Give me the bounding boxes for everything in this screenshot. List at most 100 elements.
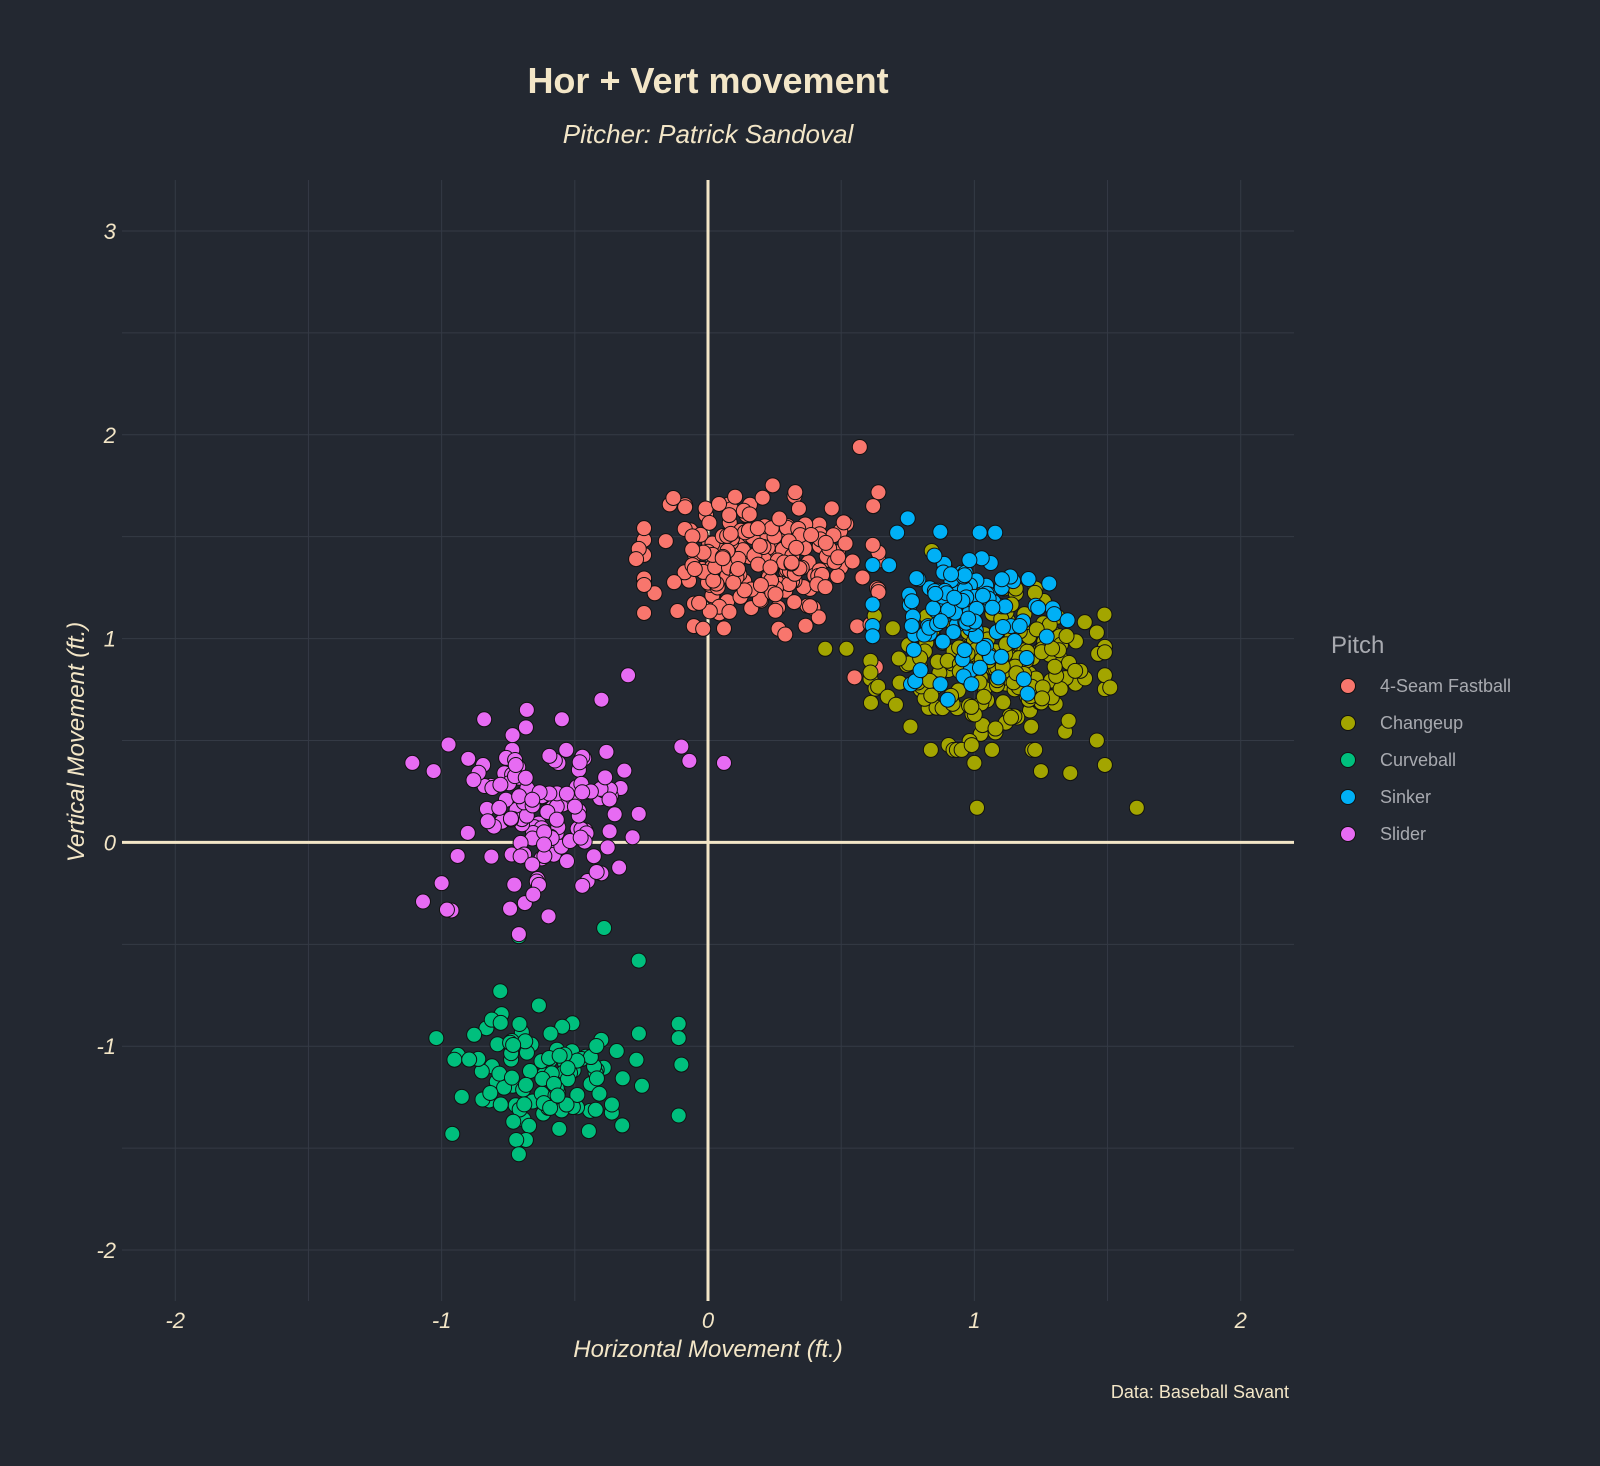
- data-point: [884, 620, 901, 637]
- data-point: [971, 524, 988, 541]
- data-point: [790, 500, 807, 517]
- data-point: [616, 762, 633, 779]
- data-point: [630, 952, 647, 969]
- data-point: [854, 569, 871, 586]
- data-point: [686, 561, 703, 578]
- y-tick-labels: -2 -1 0 1 2 3: [96, 219, 116, 1263]
- data-point: [908, 570, 925, 587]
- data-point: [601, 791, 618, 808]
- data-point: [934, 633, 951, 650]
- data-point: [542, 1099, 559, 1116]
- data-point: [588, 1037, 605, 1054]
- data-point: [614, 1117, 631, 1134]
- data-point: [482, 1084, 499, 1101]
- data-point: [771, 510, 788, 527]
- data-point: [787, 484, 804, 501]
- data-point: [1076, 614, 1093, 631]
- data-point: [741, 506, 758, 523]
- data-point: [1060, 712, 1077, 729]
- data-point: [1027, 741, 1044, 758]
- data-point: [823, 500, 840, 517]
- data-point: [956, 642, 973, 659]
- data-point: [721, 507, 738, 524]
- data-point: [571, 754, 588, 771]
- data-point: [715, 754, 732, 771]
- data-point: [846, 669, 863, 686]
- data-point: [987, 524, 1004, 541]
- data-point: [932, 676, 949, 693]
- data-point: [987, 720, 1004, 737]
- data-point: [1032, 763, 1049, 780]
- data-point: [588, 863, 605, 880]
- data-point: [721, 603, 738, 620]
- data-point: [752, 577, 769, 594]
- legend-label: Slider: [1380, 824, 1426, 844]
- data-point: [569, 1086, 586, 1103]
- legend-key: [1340, 678, 1356, 694]
- legend-key: [1340, 789, 1356, 805]
- data-point: [945, 624, 962, 641]
- data-point: [465, 772, 482, 789]
- data-point: [881, 557, 898, 574]
- data-point: [701, 514, 718, 531]
- data-point: [636, 520, 653, 537]
- data-point: [433, 875, 450, 892]
- data-point: [492, 776, 509, 793]
- data-point: [864, 557, 881, 574]
- legend-label: 4-Seam Fastball: [1380, 676, 1511, 696]
- data-point: [864, 628, 881, 645]
- data-point: [1041, 575, 1058, 592]
- data-point: [862, 664, 879, 681]
- data-point: [525, 886, 542, 903]
- data-point: [939, 691, 956, 708]
- data-point: [1096, 644, 1113, 661]
- data-point: [559, 1060, 576, 1077]
- data-point: [511, 1016, 528, 1033]
- data-point: [1011, 618, 1028, 635]
- data-point: [974, 587, 991, 604]
- data-point: [611, 859, 628, 876]
- data-point: [628, 1051, 645, 1068]
- data-point: [553, 711, 570, 728]
- data-point: [1102, 679, 1119, 696]
- data-point: [588, 1070, 605, 1087]
- y-tick-label: 1: [104, 627, 116, 652]
- data-point: [963, 737, 980, 754]
- data-point: [665, 489, 682, 506]
- data-point: [1018, 650, 1035, 667]
- data-point: [549, 1087, 566, 1104]
- data-point: [711, 495, 728, 512]
- data-point: [764, 477, 781, 494]
- x-tick-label: 0: [702, 1308, 715, 1333]
- y-tick-label: 3: [104, 219, 117, 244]
- data-point: [1034, 690, 1051, 707]
- data-point: [797, 617, 814, 634]
- data-point: [890, 650, 907, 667]
- data-point: [507, 757, 524, 774]
- data-point: [479, 813, 496, 830]
- data-point: [691, 594, 708, 611]
- data-point: [993, 648, 1010, 665]
- data-point: [444, 1125, 461, 1142]
- data-point: [963, 698, 980, 715]
- data-point: [591, 1085, 608, 1102]
- data-point: [601, 823, 618, 840]
- data-point: [670, 1107, 687, 1124]
- data-point: [817, 534, 834, 551]
- data-point: [684, 541, 701, 558]
- data-point: [540, 908, 557, 925]
- legend-items: 4-Seam Fastball Changeup Curveball Sinker Sl…: [1340, 676, 1511, 844]
- data-point: [905, 641, 922, 658]
- data-point: [503, 1069, 520, 1086]
- data-point: [1030, 599, 1047, 616]
- data-point: [870, 484, 887, 501]
- data-point: [1015, 671, 1032, 688]
- data-point: [492, 1014, 509, 1031]
- data-point: [597, 769, 614, 786]
- data-point: [554, 1018, 571, 1035]
- data-point: [551, 1047, 568, 1064]
- data-point: [510, 1146, 527, 1163]
- data-point: [1128, 799, 1145, 816]
- data-point: [630, 805, 647, 822]
